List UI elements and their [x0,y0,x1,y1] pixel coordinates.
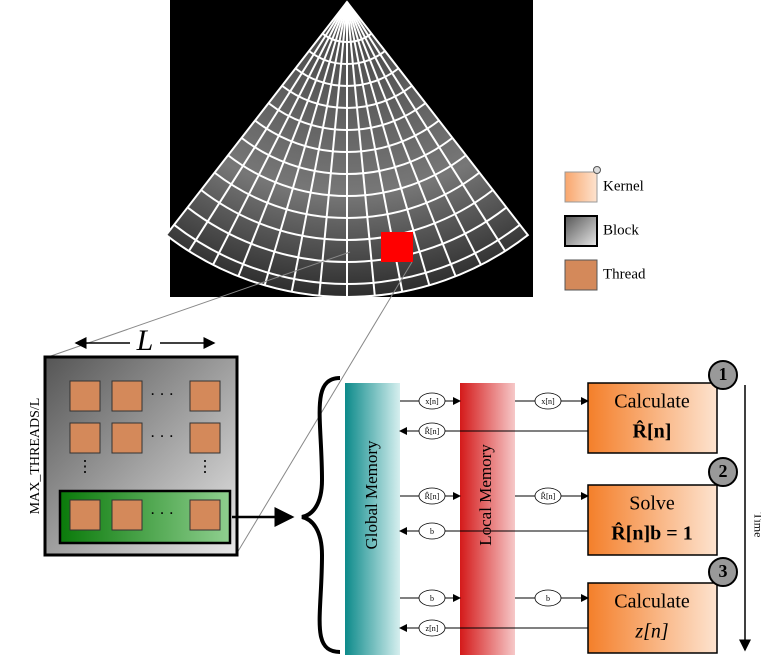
step-badge [708,557,738,587]
arrow-label-bubble [534,589,562,607]
local-memory [460,383,515,655]
kernel-box [587,484,718,556]
fan-radial-line [212,1,348,266]
fan-arc [281,84,413,109]
selected-block [381,232,413,262]
step-title: Calculate [614,591,690,613]
arrow-label: z[n] [426,624,439,633]
thread [69,380,101,412]
fan-radial-line [263,1,348,286]
arrow-label-bubble [418,487,446,505]
step-badge [708,360,738,390]
arrow-label-bubble [418,522,446,540]
arrow-label: R̂[n] [425,425,440,436]
thread [189,422,221,454]
fan-arc [254,119,440,153]
arrow-label: b [546,594,550,603]
arrow-label: x[n] [425,397,439,406]
arrow-label-bubble [418,589,446,607]
legend-label: Kernel [603,178,644,194]
legend-swatch [564,259,598,291]
zoom-line [47,251,351,358]
step-title: Calculate [614,391,690,413]
fan-radial-line [346,1,506,252]
vertical-ellipsis: ⋮ [77,459,93,476]
global-memory [345,383,400,655]
legend-label: Thread [603,266,646,282]
vertical-ellipsis: ⋮ [197,459,213,476]
fan-radial-line [346,1,457,277]
ellipsis: · · · [150,429,174,446]
fan-arc [294,67,400,87]
step-number: 1 [719,364,728,384]
fan-radial-line [346,1,431,286]
arrow-label: b [430,527,434,536]
arrow-label-bubble [534,487,562,505]
zoom-line [236,261,413,554]
ellipsis: · · · [150,387,174,404]
fan-radial-line [346,1,482,266]
kernel-icon [593,166,601,174]
height-label: MAX_THREADS/L [28,398,43,515]
fan-radial-line [318,1,348,296]
fan-arc [308,50,386,65]
global-memory-label: Global Memory [362,440,381,550]
thread [111,422,143,454]
arrow-label-bubble [418,392,446,410]
thread [69,499,101,531]
step-formula: R̂[n]b = 1 [611,520,692,544]
thread [189,499,221,531]
thread [69,422,101,454]
fan-radial-line [290,1,348,292]
fan-arc [173,223,521,285]
kernel-box [587,582,718,654]
legend-swatch [564,215,598,247]
arrow-label: b [430,594,434,603]
fan-radial-line [237,1,348,277]
step-formula: R̂[n] [633,418,672,442]
fan-arc [213,171,481,219]
fan-radial-line [346,1,376,296]
fan-arc [200,189,494,241]
fan-arc [227,154,467,197]
thread [189,380,221,412]
legend-swatch [564,171,598,203]
local-memory-label: Local Memory [476,444,495,546]
fan-arc [321,32,373,43]
step-number: 3 [719,561,728,581]
arrow-label-bubble [418,422,446,440]
fan-radial-line [188,1,348,252]
legend-label: Block [603,222,639,238]
fan-arc [186,206,508,263]
step-badge [708,457,738,487]
arrow-label-bubble [534,392,562,410]
brace [301,376,341,654]
thread [111,380,143,412]
arrow-label: x[n] [541,397,555,406]
fan-arc [267,102,427,131]
width-label: L [136,324,154,357]
step-formula: z[n] [634,621,668,643]
step-title: Solve [629,493,675,515]
arrow-label: R̂[n] [541,490,556,501]
thread [111,499,143,531]
fan-arc [240,137,454,175]
step-number: 2 [719,461,728,481]
arrow-label-bubble [418,619,446,637]
ellipsis: · · · [150,506,174,523]
kernel-box [587,382,718,454]
time-label: Time [751,513,761,538]
arrow-label: R̂[n] [425,490,440,501]
